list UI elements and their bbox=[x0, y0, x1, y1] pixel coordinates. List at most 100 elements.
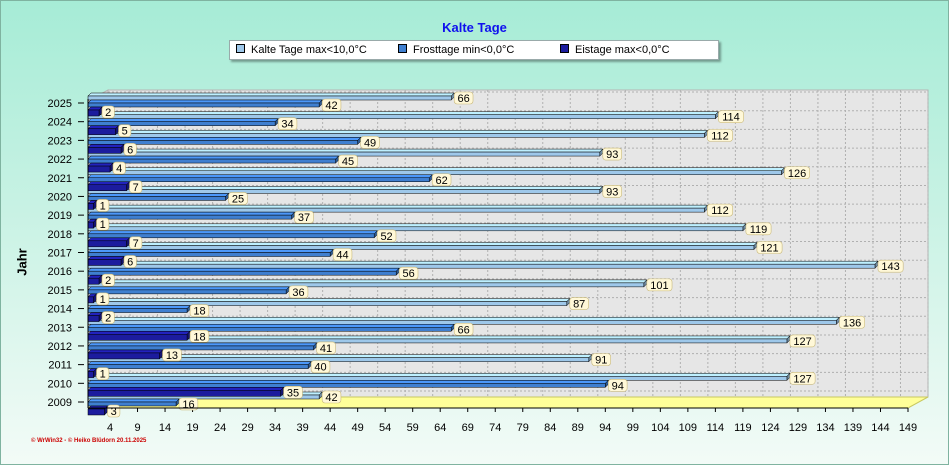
y-tick-label: 2022 bbox=[48, 154, 72, 166]
data-label-box bbox=[784, 166, 810, 180]
legend-label-eistage: Eistage max<0,0°C bbox=[575, 44, 670, 56]
data-label-box bbox=[283, 386, 303, 399]
data-label-box bbox=[707, 203, 733, 217]
data-label: 44 bbox=[336, 250, 348, 262]
legend-item-kalte-tage: Kalte Tage max<10,0°C bbox=[236, 44, 367, 56]
data-label: 2 bbox=[105, 107, 111, 119]
bar bbox=[87, 203, 94, 210]
y-tick-label: 2011 bbox=[48, 360, 72, 372]
bar-top bbox=[87, 125, 120, 129]
data-label-box bbox=[112, 161, 126, 175]
data-label-box bbox=[360, 136, 380, 149]
data-label: 16 bbox=[182, 399, 194, 411]
x-tick-label: 84 bbox=[544, 422, 556, 434]
data-label: 5 bbox=[122, 126, 128, 138]
bar bbox=[87, 277, 100, 285]
bar bbox=[87, 184, 127, 191]
x-tick-label: 59 bbox=[407, 422, 419, 434]
data-label-box bbox=[294, 210, 314, 224]
data-label: 114 bbox=[722, 112, 740, 124]
bar bbox=[87, 240, 127, 248]
data-label: 35 bbox=[287, 387, 299, 399]
bar-top bbox=[87, 249, 334, 253]
chart-title: Kalte Tage bbox=[442, 20, 507, 35]
data-label-box bbox=[288, 285, 309, 299]
data-label-box bbox=[162, 348, 182, 362]
bar bbox=[87, 282, 645, 288]
data-label-box bbox=[398, 266, 419, 280]
data-label: 112 bbox=[711, 130, 729, 142]
data-label: 3 bbox=[111, 406, 117, 418]
bar-top bbox=[87, 186, 604, 190]
data-label: 18 bbox=[193, 306, 205, 318]
data-label: 1 bbox=[100, 369, 106, 381]
data-label: 6 bbox=[127, 144, 133, 156]
data-label-box bbox=[101, 273, 115, 287]
x-tick-label: 29 bbox=[241, 422, 253, 434]
x-tick-label: 54 bbox=[379, 422, 391, 434]
data-label: 2 bbox=[105, 275, 111, 287]
bar-top bbox=[87, 373, 791, 377]
bar-top bbox=[87, 137, 362, 141]
y-tick-label: 2017 bbox=[48, 248, 72, 260]
data-label-box bbox=[321, 390, 342, 404]
bar bbox=[87, 158, 336, 164]
bar bbox=[87, 364, 309, 369]
bar bbox=[87, 207, 705, 213]
x-tick-label: 39 bbox=[297, 422, 309, 434]
x-tick-label: 94 bbox=[599, 422, 611, 434]
data-label: 1 bbox=[100, 200, 106, 212]
data-label-box bbox=[277, 117, 298, 130]
y-tick-label: 2019 bbox=[48, 210, 72, 222]
bar-top bbox=[87, 267, 400, 272]
footer-copyright: © WrWin32 - © Heiko Blüdorn 20.11.2025 bbox=[31, 438, 147, 444]
data-label-box bbox=[101, 105, 115, 119]
bar-top bbox=[87, 387, 285, 391]
bar bbox=[87, 95, 452, 101]
data-label-box bbox=[123, 143, 137, 156]
bar-top bbox=[87, 342, 318, 347]
data-label: 13 bbox=[166, 350, 178, 362]
data-label: 66 bbox=[457, 93, 469, 105]
bar bbox=[87, 390, 281, 397]
data-label-box bbox=[96, 199, 110, 212]
data-label-box bbox=[96, 292, 110, 306]
data-label-box bbox=[123, 255, 137, 268]
data-label-box bbox=[96, 217, 110, 231]
x-tick-label: 34 bbox=[269, 422, 281, 434]
data-label-box bbox=[129, 180, 143, 194]
x-tick-label: 69 bbox=[462, 422, 474, 434]
x-tick-label: 14 bbox=[159, 422, 171, 434]
bar bbox=[87, 345, 314, 351]
bar-top bbox=[87, 155, 340, 160]
data-label-box bbox=[839, 315, 865, 329]
data-label: 45 bbox=[342, 156, 354, 168]
x-tick-label: 129 bbox=[789, 422, 807, 434]
data-label-box bbox=[431, 173, 452, 187]
data-label: 127 bbox=[793, 336, 811, 348]
bar-top bbox=[87, 92, 455, 97]
x-tick-label: 49 bbox=[352, 422, 364, 434]
x-tick-label: 139 bbox=[844, 422, 862, 434]
legend-label-frosttage: Frosttage min<0,0°C bbox=[413, 44, 515, 56]
data-label-box bbox=[877, 259, 904, 273]
data-label: 62 bbox=[435, 175, 447, 187]
data-label: 101 bbox=[650, 280, 668, 292]
data-label: 112 bbox=[711, 205, 729, 217]
data-label-box bbox=[745, 222, 772, 236]
data-label-box bbox=[338, 154, 358, 168]
data-label-box bbox=[608, 379, 628, 392]
x-tick-label: 89 bbox=[572, 422, 584, 434]
x-tick-label: 99 bbox=[627, 422, 639, 434]
bar-top bbox=[87, 256, 125, 260]
data-label: 1 bbox=[100, 219, 106, 231]
data-label-box bbox=[602, 185, 622, 198]
y-tick-label: 2025 bbox=[48, 98, 72, 110]
data-label: 6 bbox=[127, 257, 133, 269]
bar-top bbox=[87, 181, 131, 185]
data-label: 37 bbox=[298, 212, 310, 224]
bar bbox=[87, 259, 122, 266]
x-tick-label: 44 bbox=[324, 422, 336, 434]
bar-top bbox=[87, 130, 708, 134]
